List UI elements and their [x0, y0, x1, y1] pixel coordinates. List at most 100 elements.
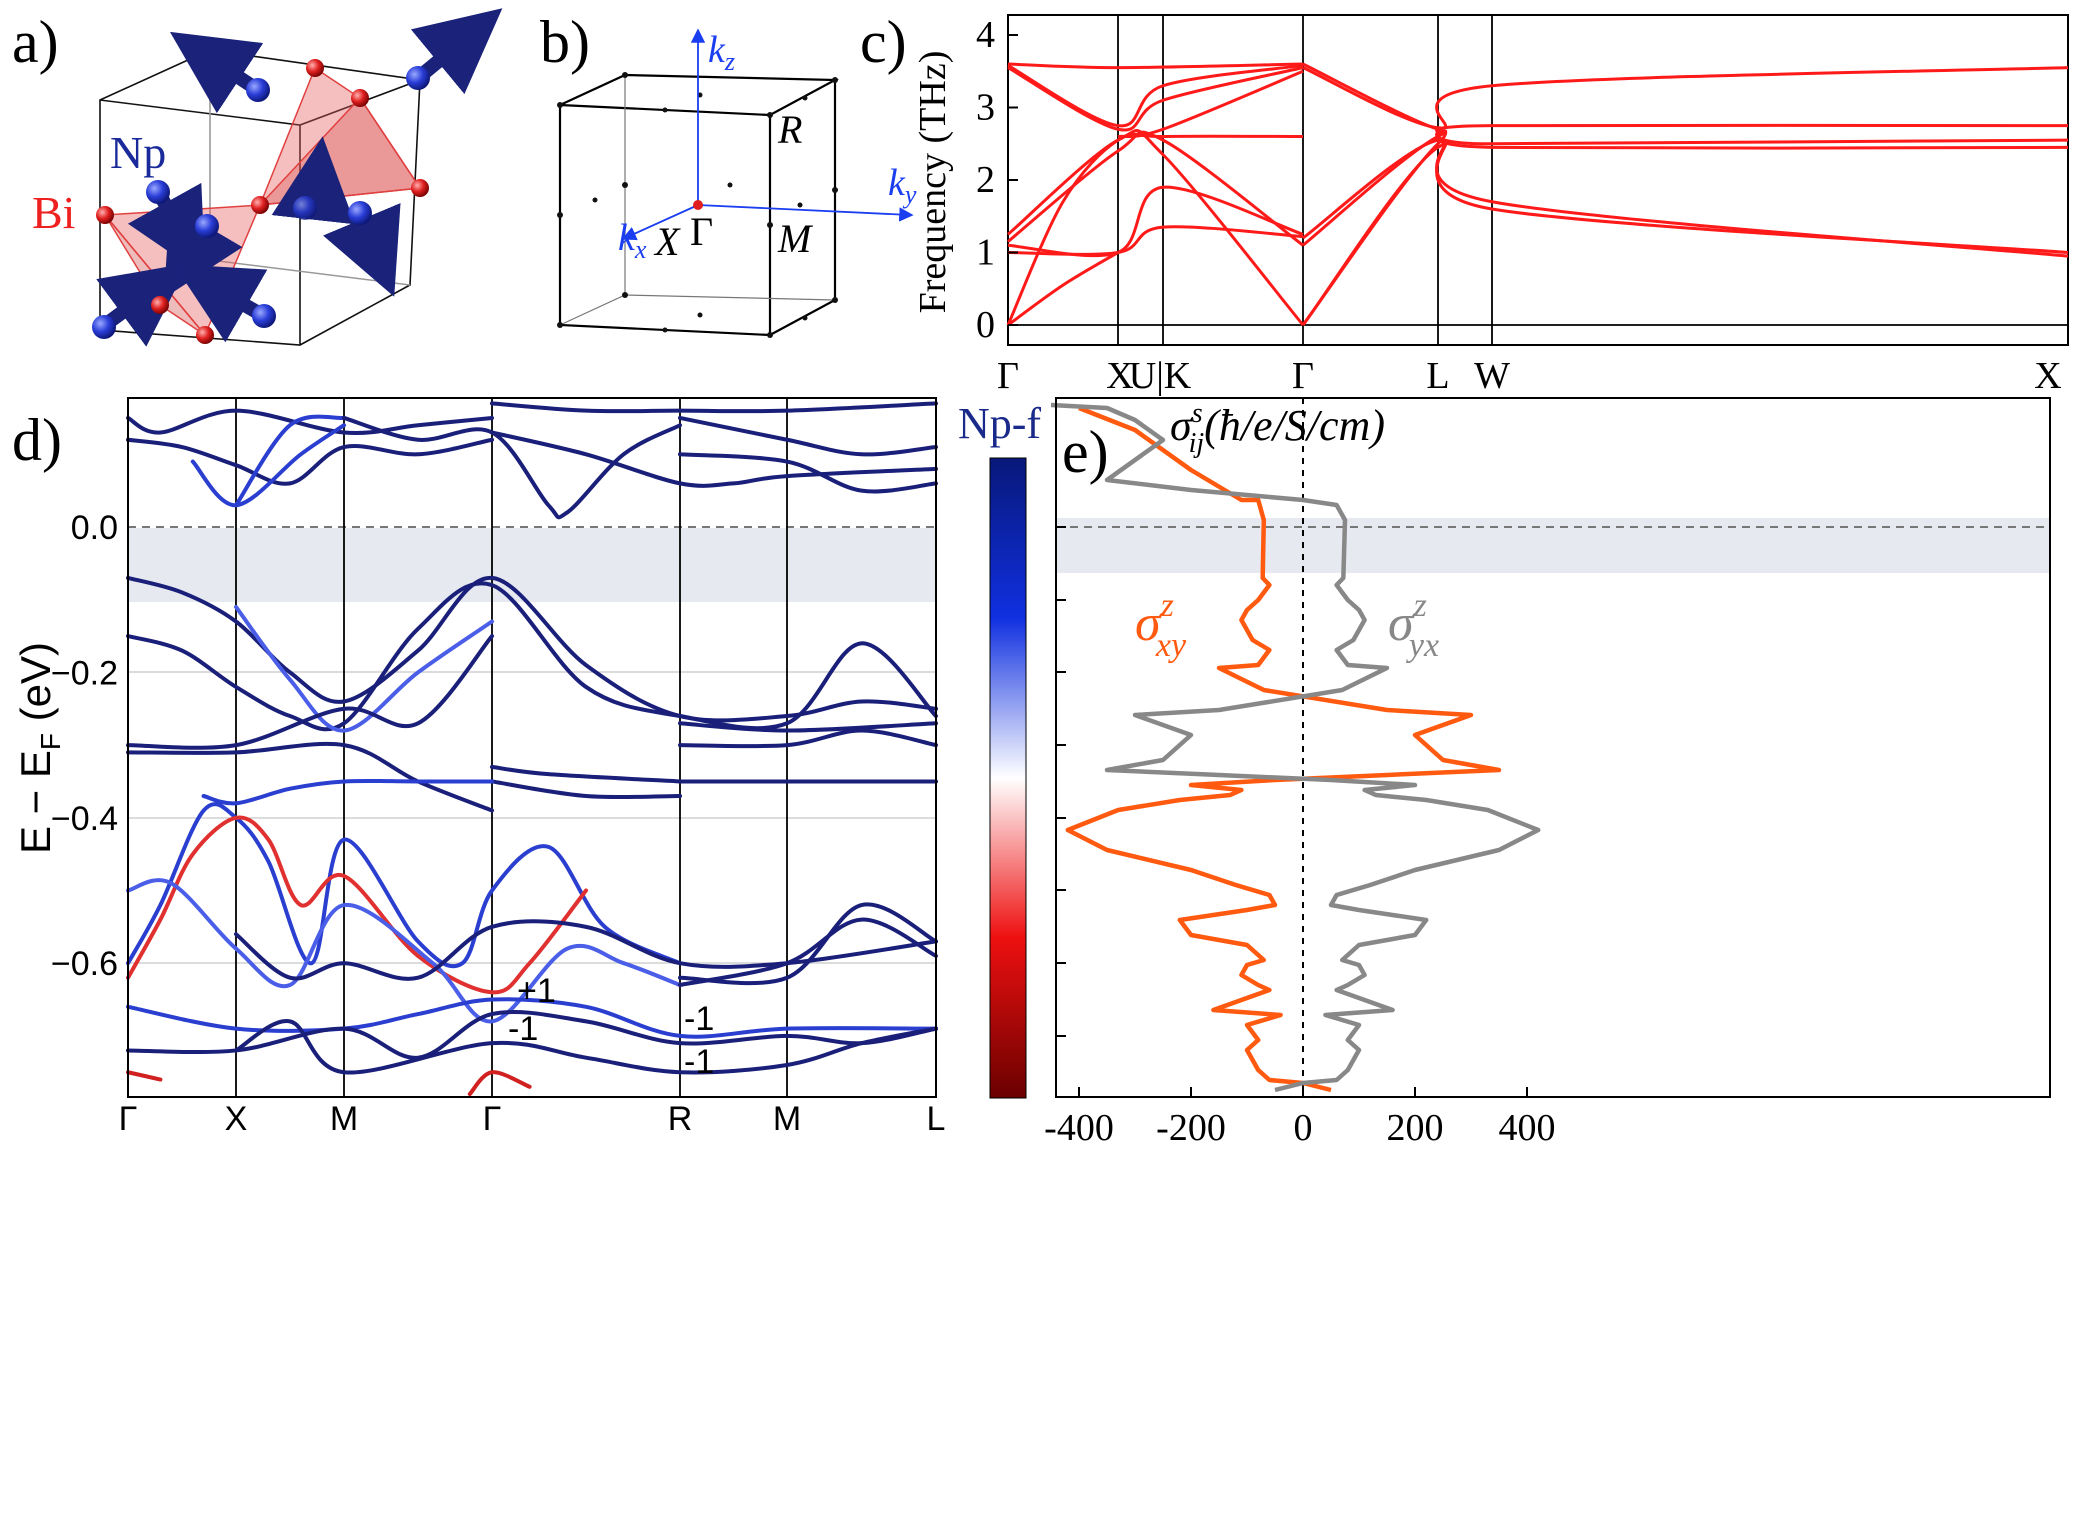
shc-title: σs ij(ħ/e/S/cm) [1170, 398, 1385, 459]
band-7 [678, 415, 938, 457]
phonon-branch-0 [1007, 251, 1119, 327]
bi-atoms [96, 59, 429, 344]
band-xtick-5: M [773, 1100, 801, 1138]
shc-xtick-0: -400 [1044, 1107, 1114, 1149]
band-10 [126, 581, 938, 732]
band-1 [126, 437, 494, 486]
phonon-xticks: Γ XU|K Γ L W X [997, 355, 2062, 397]
sigma-yx-curve [1050, 402, 1541, 1093]
colorbar-title: Np-f [958, 399, 1041, 448]
phonon-branch-5 [1007, 129, 1305, 326]
phonon-ytick-3: 3 [976, 87, 995, 129]
panel-c-label: c) [860, 9, 907, 75]
band-28 [234, 1019, 938, 1075]
band-gap-shade [128, 528, 936, 602]
band-xtick-3: Γ [483, 1100, 502, 1138]
band-4 [342, 415, 682, 520]
phonon-branch-10 [1302, 66, 2069, 130]
panel-d-label: d) [12, 407, 62, 473]
band-16 [678, 721, 938, 733]
band-3 [190, 423, 346, 508]
panel-d: d) 0.0 −0.2 −0.4 −0.6 Γ X M Γ R M L E − EF (eV) +… [12, 397, 1041, 1138]
band-25 [678, 917, 938, 988]
m-point-label: M [777, 216, 814, 261]
kx-label: kx [618, 217, 647, 264]
band-21 [126, 815, 588, 995]
annotation-minus1-gamma: -1 [508, 1010, 538, 1048]
band-annotations: +1 -1 -1 -1 [508, 972, 714, 1081]
band-lines [126, 401, 938, 1097]
np-atoms [92, 66, 430, 339]
phonon-branch-9 [1117, 69, 1304, 139]
band-0 [126, 408, 494, 435]
band-5 [490, 430, 938, 488]
band-8 [490, 401, 938, 414]
phonon-xtick-1: X [1106, 355, 1133, 397]
shc-xtick-3: 200 [1387, 1107, 1444, 1149]
phonon-xtick-2: U|K [1129, 355, 1192, 397]
phonon-hsym-lines [1008, 15, 2068, 345]
k-axes [621, 28, 914, 241]
shc-xtick-4: 400 [1499, 1107, 1556, 1149]
r-point-label: R [777, 107, 802, 152]
shc-frame [1055, 397, 2051, 1098]
band-xtick-0: Γ [119, 1100, 138, 1138]
band-ytick-1: −0.2 [51, 654, 118, 692]
shc-xtick-2: 0 [1294, 1107, 1313, 1149]
panel-e: -400 -200 0 200 400 e) σs ij(ħ/e/S/cm) σz xy σ… [1044, 397, 2051, 1149]
phonon-ytick-4: 4 [976, 14, 995, 56]
phonon-xtick-4: L [1426, 355, 1449, 397]
shc-xticks: -400 -200 0 200 400 [1044, 1087, 1556, 1149]
phonon-branch-3 [1007, 185, 1304, 258]
phonon-ytick-1: 1 [976, 232, 995, 274]
phonon-branch-12 [1301, 142, 2069, 326]
band-13 [126, 741, 494, 813]
band-27 [126, 1010, 938, 1060]
band-15 [490, 764, 682, 784]
band-yticks: 0.0 −0.2 −0.4 −0.6 [51, 509, 118, 983]
bz-points [557, 72, 838, 338]
kz-label: kz [708, 29, 735, 76]
phonon-xtick-6: X [2034, 355, 2061, 397]
band-9 [126, 575, 938, 723]
phonon-frame [1007, 14, 2069, 346]
band-xtick-2: M [330, 1100, 358, 1138]
band-17 [678, 728, 938, 749]
band-ytick-2: −0.4 [51, 800, 118, 838]
phonon-branch-8 [1007, 62, 1304, 70]
band-frame [127, 397, 937, 1098]
band-24 [678, 902, 938, 986]
bi-label: Bi [32, 187, 75, 238]
band-ytick-0: 0.0 [71, 509, 118, 547]
gamma-point [693, 200, 703, 210]
band-2 [234, 414, 346, 508]
band-14 [490, 779, 682, 800]
phonon-ytick-0: 0 [976, 304, 995, 346]
np-label: Np [110, 127, 166, 178]
panel-e-label: e) [1062, 419, 1109, 485]
phonon-branch-15 [1301, 128, 2069, 326]
x-point-label: X [653, 219, 681, 264]
band-xtick-1: X [225, 1100, 248, 1138]
band-hsym-lines [235, 398, 788, 1097]
phonon-branch-6 [1007, 66, 1304, 132]
phonon-xtick-0: Γ [997, 355, 1019, 397]
ky-label: ky [888, 162, 917, 209]
panel-a-label: a) [12, 9, 59, 75]
panel-b-label: b) [540, 9, 590, 75]
band-11 [234, 604, 494, 733]
band-xtick-6: L [927, 1100, 946, 1138]
annotation-minus1-r-upper: -1 [684, 1000, 714, 1038]
phonon-ylabel: Frequency (THz) [912, 51, 954, 314]
shc-xtick-1: -200 [1156, 1107, 1226, 1149]
phonon-branch-13 [1302, 138, 2069, 258]
band-ylabel: E − EF (eV) [12, 642, 66, 854]
band-29 [126, 1070, 163, 1082]
phonon-ytick-2: 2 [976, 159, 995, 201]
legend-sigma-yx: σz yx [1388, 587, 1439, 664]
np-f-colorbar [989, 457, 1027, 1099]
phonon-branch-11 [1302, 62, 2069, 135]
